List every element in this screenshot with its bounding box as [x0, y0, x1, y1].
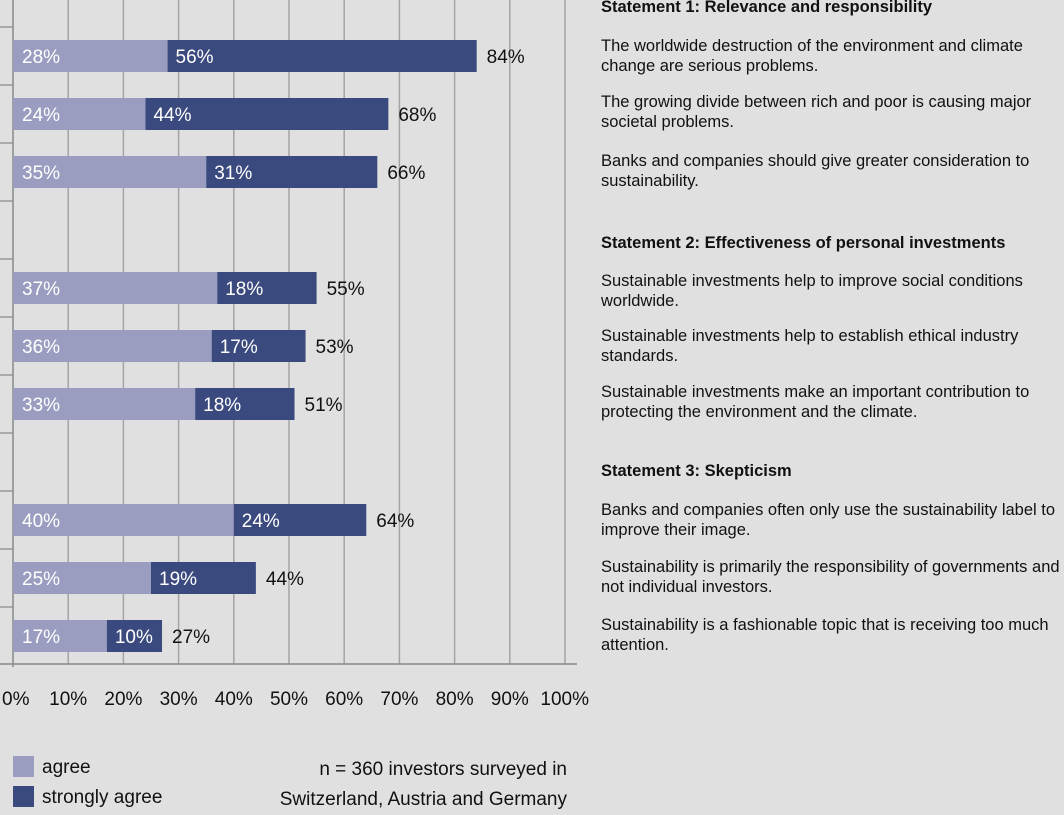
statement-item: Sustainable investments help to establis…	[601, 327, 1019, 365]
x-tick-label: 60%	[325, 689, 363, 710]
legend-label-agree: agree	[42, 757, 91, 778]
x-tick-label: 10%	[49, 689, 87, 710]
bar-strongly-agree	[145, 98, 389, 130]
footnote-line-1: n = 360 investors surveyed in	[319, 759, 567, 780]
bar-agree	[13, 98, 146, 130]
data-label-strongly-agree: 19%	[159, 569, 197, 590]
bar-agree	[13, 620, 107, 652]
data-label-strongly-agree: 10%	[115, 627, 153, 648]
stacked-bar-chart: 28% 56% 84% 24% 44% 68% 35% 31% 66% 37% 18% 55% 36% 1…	[0, 0, 589, 710]
data-label-strongly-agree: 31%	[214, 163, 252, 184]
bar-strongly-agree	[106, 620, 163, 652]
data-label-agree: 24%	[22, 105, 60, 126]
data-label-total: 55%	[327, 279, 365, 300]
data-label-agree: 36%	[22, 337, 60, 358]
bar-agree	[13, 504, 234, 536]
data-label-agree: 37%	[22, 279, 60, 300]
data-label-agree: 33%	[22, 395, 60, 416]
data-label-agree: 40%	[22, 511, 60, 532]
statement-item: Sustainability is a fashionable topic th…	[601, 616, 1049, 654]
bar-strongly-agree	[206, 156, 378, 188]
data-label-agree: 17%	[22, 627, 60, 648]
statement-item: The worldwide destruction of the environ…	[601, 37, 1023, 75]
x-tick-label: 70%	[380, 689, 418, 710]
x-tick-label: 100%	[540, 689, 589, 710]
statement-item: Banks and companies should give greater …	[601, 152, 1030, 190]
statement-item: Sustainable investments help to improve …	[601, 272, 1023, 310]
statement-item: Sustainable investments make an importan…	[601, 383, 1030, 421]
data-label-strongly-agree: 56%	[176, 47, 214, 68]
data-label-total: 27%	[172, 627, 210, 648]
data-label-strongly-agree: 17%	[220, 337, 258, 358]
data-label-strongly-agree: 18%	[225, 279, 263, 300]
bar-agree	[13, 272, 218, 304]
data-label-strongly-agree: 18%	[203, 395, 241, 416]
data-label-agree: 28%	[22, 47, 60, 68]
data-label-strongly-agree: 44%	[153, 105, 191, 126]
x-tick-label: 90%	[491, 689, 529, 710]
x-tick-label: 40%	[215, 689, 253, 710]
bar-strongly-agree	[167, 40, 477, 72]
data-label-total: 44%	[266, 569, 304, 590]
statement-heading: Statement 1: Relevance and responsibilit…	[601, 0, 933, 16]
bar-strongly-agree	[151, 562, 256, 594]
bar-agree	[13, 40, 168, 72]
legend-swatch-agree	[13, 756, 34, 777]
statement-item: The growing divide between rich and poor…	[601, 93, 1032, 131]
data-label-strongly-agree: 24%	[242, 511, 280, 532]
bar-agree	[13, 388, 196, 420]
data-label-total: 66%	[387, 163, 425, 184]
sample-footnote: n = 360 investors surveyed in Switzerlan…	[227, 755, 567, 815]
data-label-total: 68%	[398, 105, 436, 126]
bar-strongly-agree	[233, 504, 367, 536]
data-label-total: 51%	[305, 395, 343, 416]
data-label-total: 53%	[316, 337, 354, 358]
bar-agree	[13, 330, 212, 362]
x-tick-label: 50%	[270, 689, 308, 710]
bar-strongly-agree	[211, 330, 306, 362]
bar-strongly-agree	[217, 272, 317, 304]
bar-agree	[13, 156, 207, 188]
x-tick-label: 30%	[160, 689, 198, 710]
footnote-line-2: Switzerland, Austria and Germany	[279, 789, 567, 810]
statement-item: Sustainability is primarily the responsi…	[601, 558, 1060, 596]
data-label-agree: 25%	[22, 569, 60, 590]
bar-agree	[13, 562, 151, 594]
bar-strongly-agree	[195, 388, 295, 420]
data-label-total: 84%	[487, 47, 525, 68]
x-tick-label: 20%	[104, 689, 142, 710]
statement-heading: Statement 3: Skepticism	[601, 462, 792, 480]
statement-heading: Statement 2: Effectiveness of personal i…	[601, 234, 1006, 252]
statement-item: Banks and companies often only use the s…	[601, 501, 1056, 539]
legend-label-strongly-agree: strongly agree	[42, 787, 163, 808]
legend-swatch-strongly-agree	[13, 786, 34, 807]
x-tick-label: 80%	[436, 689, 474, 710]
data-label-agree: 35%	[22, 163, 60, 184]
x-tick-label: 0%	[2, 689, 30, 710]
data-label-total: 64%	[376, 511, 414, 532]
